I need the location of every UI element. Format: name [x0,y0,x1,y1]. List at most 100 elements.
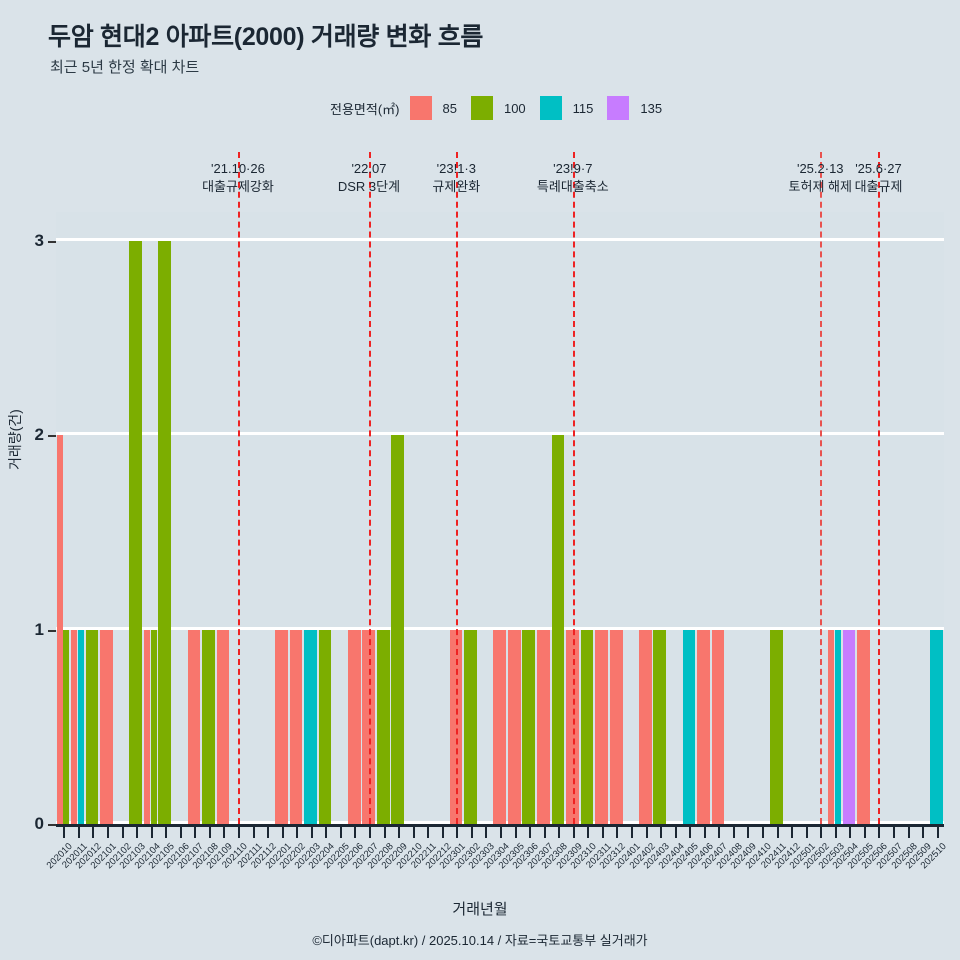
bar[interactable] [857,629,871,824]
bar[interactable] [77,629,84,824]
bar[interactable] [638,629,652,824]
x-axis-tick-mark [776,827,779,838]
bar[interactable] [595,629,608,824]
bar[interactable] [63,629,70,824]
bar[interactable] [580,629,594,824]
event-annotation-text: 규제완화 [432,179,481,194]
bar[interactable] [682,629,696,824]
bar[interactable] [493,629,507,824]
bar[interactable] [187,629,201,824]
event-annotation: '22.07 DSR 3단계 [338,160,400,196]
bar[interactable] [304,629,317,824]
bar[interactable] [129,241,143,824]
event-annotation: '25.6·27 대출규제 [855,160,903,196]
x-axis-tick-mark [863,827,866,838]
bar[interactable] [566,629,579,824]
page-subtitle: 최근 5년 한정 확대 차트 [50,59,200,76]
y-axis-tick-mark [48,629,56,632]
bar[interactable] [289,629,303,824]
y-axis-tick-mark [48,435,56,438]
bar[interactable] [536,629,550,824]
x-axis-tick-mark [398,827,401,838]
legend-item[interactable]: 100 [470,96,526,120]
x-axis-tick-mark [485,827,488,838]
x-axis-tick-mark [237,827,240,838]
bar[interactable] [56,435,63,824]
bar[interactable] [711,629,725,824]
bar[interactable] [85,629,99,824]
x-axis-line [56,824,944,827]
event-annotation: '23!9·7 특례대출축소 [537,160,609,196]
bar[interactable] [202,629,215,824]
bar[interactable] [376,629,390,824]
legend-item[interactable]: 115 [539,96,594,120]
x-axis-tick-mark [208,827,211,838]
x-axis-tick-mark [106,827,109,838]
x-axis-tick-mark [601,827,604,838]
bar[interactable] [143,629,151,824]
bar[interactable] [71,629,78,824]
bar[interactable] [318,629,332,824]
bar[interactable] [697,629,710,824]
x-axis-tick-mark [529,827,532,838]
x-axis-tick-mark [543,827,546,838]
bar[interactable] [347,629,361,824]
bar[interactable] [828,629,835,824]
x-axis-tick-mark [747,827,750,838]
y-axis-tick-label: 2 [34,425,44,445]
bar[interactable] [834,629,841,824]
x-axis-tick-mark [310,827,313,838]
x-axis-tick-mark [252,827,255,838]
legend-swatch-icon [539,96,562,120]
bar[interactable] [551,435,565,824]
event-annotation-text: 토허제 해제 [788,179,852,194]
legend-item-label: 115 [572,100,594,116]
bar[interactable] [274,629,288,824]
bar[interactable] [507,629,521,824]
event-annotation-date: '23!9·7 [553,161,593,176]
x-axis-tick-mark [689,827,692,838]
x-axis-tick-mark [922,827,925,838]
legend-item-label: 85 [442,100,457,116]
x-axis-tick-mark [631,827,634,838]
x-axis-tick-mark [645,827,648,838]
legend-item[interactable]: 135 [607,96,662,120]
x-axis-tick-mark [805,827,808,838]
gridline [56,626,944,630]
x-axis-tick-mark [936,827,939,838]
x-axis-tick-mark [92,827,95,838]
bar[interactable] [653,629,667,824]
event-annotation-date: '21.10·26 [211,161,265,176]
bar[interactable] [158,241,172,824]
x-axis-tick-mark [412,827,415,838]
bar[interactable] [391,435,405,824]
bar[interactable] [464,629,477,824]
x-axis-tick-mark [136,827,139,838]
bar[interactable] [930,629,943,824]
x-axis-tick-mark [121,827,124,838]
bar[interactable] [522,629,536,824]
x-axis-tick-mark [354,827,357,838]
bar[interactable] [769,629,783,824]
event-annotation-date: '25.2·13 [796,161,844,176]
bar[interactable] [842,629,856,824]
x-axis-tick-mark [616,827,619,838]
event-marker-line [820,152,823,824]
x-axis-tick-mark [441,827,444,838]
legend-item[interactable]: 85 [409,96,457,120]
bar[interactable] [609,629,623,824]
legend-swatch-icon [607,96,630,120]
bar[interactable] [100,629,114,824]
x-axis-tick-mark [296,827,299,838]
page-title: 두암 현대2 아파트(2000) 거래량 변화 흐름 [48,23,484,51]
x-axis-tick-mark [674,827,677,838]
x-axis-tick-mark [63,827,66,838]
event-annotation: '21.10·26 대출규제강화 [202,160,274,196]
bar[interactable] [150,629,157,824]
bar[interactable] [216,629,230,824]
bar[interactable] [449,629,463,824]
x-axis-tick-mark [456,827,459,838]
bar[interactable] [362,629,376,824]
x-axis-tick-mark [791,827,794,838]
